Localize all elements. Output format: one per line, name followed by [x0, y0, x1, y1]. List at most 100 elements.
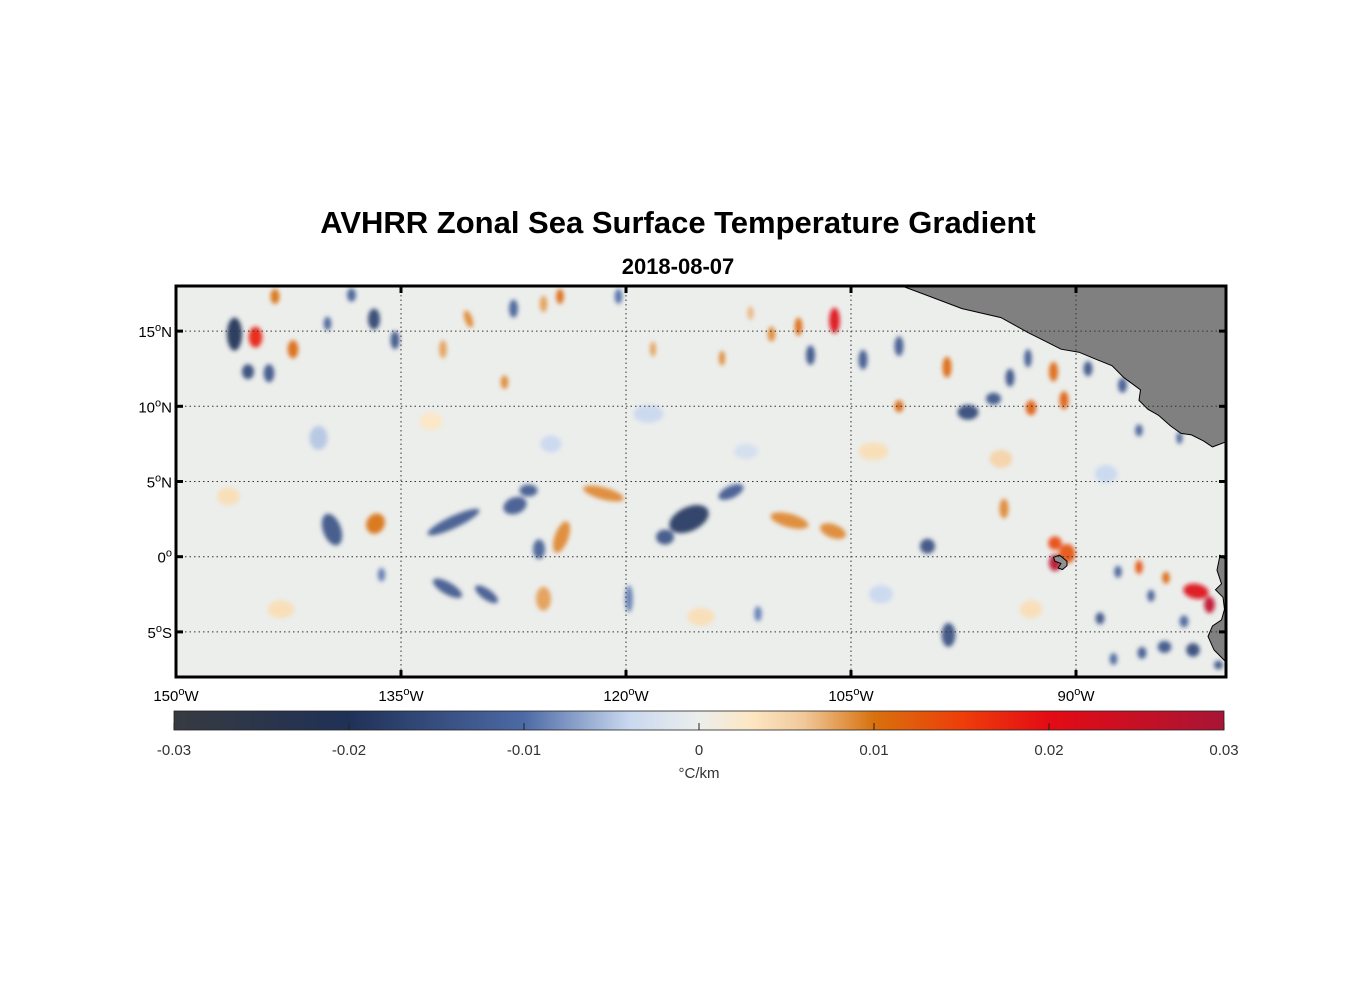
gradient-feature [989, 449, 1013, 468]
gradient-feature [1176, 431, 1183, 444]
gradient-feature [1024, 349, 1032, 368]
gradient-feature [920, 538, 935, 554]
gradient-feature [1049, 361, 1058, 382]
gradient-feature [1147, 589, 1155, 602]
gradient-feature [1059, 391, 1069, 410]
colorbar: -0.03 -0.02 -0.01 0 0.01 0.02 0.03 °C/km [157, 710, 1239, 782]
gradient-feature [1083, 361, 1093, 377]
gradient-feature [942, 356, 952, 378]
colorbar-ticks: -0.03 -0.02 -0.01 0 0.01 0.02 0.03 [157, 723, 1239, 759]
x-tick-label: 90oW [1058, 686, 1096, 705]
gradient-feature [894, 400, 904, 413]
gradient-feature [347, 288, 356, 302]
gradient-feature [794, 317, 803, 336]
gradient-feature [633, 404, 664, 423]
gradient-feature [669, 505, 709, 534]
gradient-feature [432, 578, 463, 599]
x-tick-label: 105oW [828, 686, 874, 705]
y-tick-label: 5oN [147, 473, 172, 492]
colorbar-tick-label: -0.02 [332, 742, 366, 759]
gradient-feature [475, 585, 498, 604]
y-tick-label: 5oS [148, 623, 172, 642]
gradient-feature [941, 622, 956, 647]
gradient-feature [869, 585, 893, 604]
colorbar-tick-label: -0.03 [157, 742, 191, 759]
gradient-feature [309, 425, 328, 450]
gradient-feature [656, 529, 674, 545]
gradient-feature [986, 392, 1001, 405]
gradient-feature [583, 485, 624, 502]
gradient-feature [1094, 465, 1118, 483]
gradient-feature [439, 340, 447, 359]
chart-title: AVHRR Zonal Sea Surface Temperature Grad… [320, 205, 1036, 240]
gradient-feature [503, 496, 527, 515]
gradient-feature [267, 600, 295, 619]
gradient-feature [718, 484, 744, 500]
gradient-feature [321, 513, 343, 546]
gradient-feature [540, 435, 562, 453]
gradient-feature [536, 586, 551, 611]
gradient-feature [263, 364, 275, 383]
gradient-feature [419, 412, 443, 431]
gradient-feature [1005, 368, 1015, 387]
gradient-feature [366, 513, 385, 534]
gradient-feature [552, 521, 571, 553]
gradient-feature [1135, 560, 1143, 574]
gradient-feature [1048, 536, 1062, 550]
gradient-feature [463, 310, 474, 328]
gradient-feature [1137, 646, 1147, 659]
gradient-feature [767, 326, 776, 342]
gradient-feature [242, 364, 254, 380]
gradient-feature [747, 306, 754, 320]
gradient-feature [1095, 612, 1105, 625]
y-tick-label: 0o [158, 548, 172, 567]
gradient-feature [1157, 640, 1172, 653]
gradient-feature [858, 442, 889, 461]
gradient-feature [820, 523, 846, 539]
gradient-feature [1019, 600, 1043, 619]
gradient-feature [1179, 615, 1189, 628]
colorbar-tick-label: 0.02 [1034, 742, 1063, 759]
gradient-feature [368, 308, 380, 330]
gradient-feature [1118, 377, 1127, 393]
gradient-feature [539, 295, 548, 313]
gradient-feature [754, 606, 762, 622]
gradient-feature [427, 508, 480, 536]
gradient-feature [734, 443, 758, 459]
gradient-feature [500, 375, 509, 390]
gradient-feature [770, 512, 809, 529]
gradient-feature [858, 349, 868, 370]
gradient-feature [1183, 583, 1209, 600]
chart-subtitle: 2018-08-07 [621, 254, 735, 279]
land-galapagos [1052, 554, 1068, 571]
gradient-feature [556, 289, 564, 304]
gradient-feature [533, 539, 545, 559]
x-tick-label: 135oW [378, 686, 424, 705]
gradient-feature [287, 340, 299, 359]
gradient-feature [829, 307, 840, 334]
gradient-feature [390, 331, 400, 350]
gradient-feature [519, 484, 538, 497]
gradient-feature [1109, 653, 1118, 665]
x-tick-label: 150oW [153, 686, 199, 705]
gradient-feature [377, 567, 386, 582]
gradient-feature [509, 299, 518, 318]
gradient-feature [614, 289, 623, 304]
gradient-feature [999, 498, 1009, 519]
colorbar-tick-label: -0.01 [507, 742, 541, 759]
gradient-feature [687, 607, 715, 626]
y-tick-label: 10oN [138, 397, 172, 416]
gradient-feature [719, 350, 725, 366]
colorbar-tick-label: 0.01 [859, 742, 888, 759]
colorbar-label: °C/km [679, 765, 720, 782]
gradient-field [217, 288, 1223, 670]
gradient-feature [625, 585, 633, 613]
gradient-feature [217, 487, 240, 506]
gradient-feature [957, 404, 979, 420]
gradient-feature [227, 317, 242, 351]
gradient-feature [1135, 424, 1143, 437]
x-tick-label: 120oW [603, 686, 649, 705]
gradient-feature [806, 345, 815, 366]
